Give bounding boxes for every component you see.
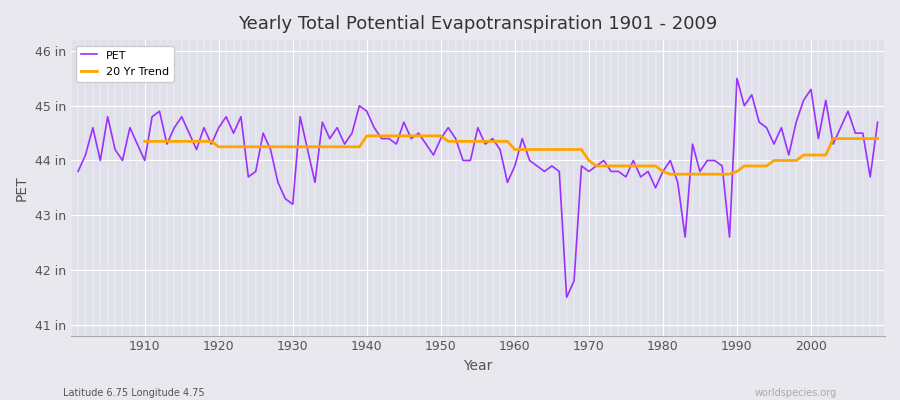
PET [509, 164, 520, 168]
Legend: PET, 20 Yr Trend: PET, 20 Yr Trend [76, 46, 174, 82]
Title: Yearly Total Potential Evapotranspiration 1901 - 2009: Yearly Total Potential Evapotranspiratio… [238, 15, 717, 33]
PET [872, 120, 883, 124]
X-axis label: Year: Year [464, 359, 492, 373]
20 Yr Trend [872, 136, 883, 141]
Line: 20 Yr Trend: 20 Yr Trend [145, 136, 877, 174]
20 Yr Trend [362, 134, 373, 138]
Text: Latitude 6.75 Longitude 4.75: Latitude 6.75 Longitude 4.75 [63, 388, 204, 398]
20 Yr Trend [140, 139, 150, 144]
PET [562, 295, 572, 300]
20 Yr Trend [280, 144, 291, 149]
PET [132, 142, 143, 146]
20 Yr Trend [525, 147, 535, 152]
20 Yr Trend [310, 144, 320, 149]
PET [295, 114, 306, 119]
20 Yr Trend [828, 136, 839, 141]
Text: worldspecies.org: worldspecies.org [755, 388, 837, 398]
PET [502, 180, 513, 185]
PET [732, 76, 742, 81]
PET [606, 169, 616, 174]
20 Yr Trend [583, 158, 594, 163]
Y-axis label: PET: PET [15, 175, 29, 201]
Line: PET: PET [78, 78, 878, 297]
20 Yr Trend [665, 172, 676, 176]
PET [339, 142, 350, 146]
PET [73, 169, 84, 174]
20 Yr Trend [850, 136, 860, 141]
